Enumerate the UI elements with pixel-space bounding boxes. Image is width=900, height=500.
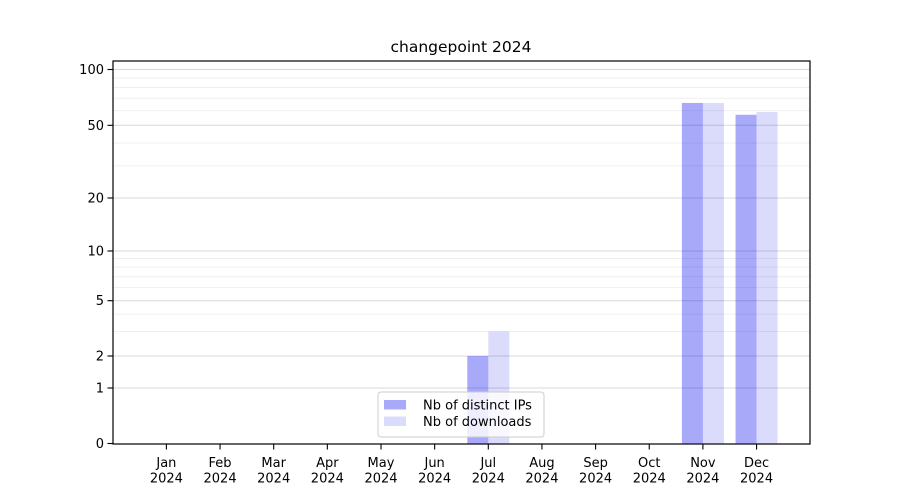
x-tick-label-month: Nov [690,456,716,471]
x-tick-label-month: Feb [209,456,232,471]
x-tick-label-year: 2024 [686,472,719,487]
bar [735,114,757,444]
x-tick-label-year: 2024 [472,472,505,487]
x-tick-label-year: 2024 [579,472,612,487]
x-tick-label-month: Jul [479,456,496,471]
bars-series-1 [488,102,778,444]
x-tick-label-month: Jan [155,456,176,471]
x-tick-label-year: 2024 [633,472,666,487]
plot-border [112,60,811,445]
y-tick-label: 2 [96,350,104,365]
bar [702,102,724,444]
bar [756,111,778,444]
x-tick-label-year: 2024 [364,472,397,487]
bar [681,102,703,444]
legend-box [377,391,545,438]
x-tick-label-year: 2024 [525,472,558,487]
y-tick-label: 50 [87,119,104,134]
x-tick-label-month: Jun [423,456,444,471]
y-tick-label: 100 [79,63,104,78]
x-tick-label-month: Mar [261,456,286,471]
minor-gridlines [113,77,810,333]
y-tick-label: 20 [87,192,104,207]
x-tick-label-month: Oct [638,456,660,471]
y-axis: 0 1 2 5 10 20 50 100 [79,63,113,452]
x-tick-label-month: May [368,456,395,471]
x-tick-label-month: Apr [316,456,339,471]
chart-title: changepoint 2024 [391,38,532,56]
x-axis: Jan2024Feb2024Mar2024Apr2024May2024Jun20… [150,444,773,487]
legend-swatch-1 [384,416,406,426]
legend-swatch-0 [384,400,406,410]
y-tick-label: 0 [96,437,104,452]
x-tick-label-month: Dec [744,456,769,471]
major-gridlines [113,69,810,389]
x-tick-label-year: 2024 [418,472,451,487]
x-tick-label-year: 2024 [150,472,183,487]
x-tick-label-year: 2024 [311,472,344,487]
y-tick-label: 10 [87,245,104,260]
x-tick-label-year: 2024 [204,472,237,487]
y-tick-label: 1 [96,382,104,397]
x-tick-label-month: Sep [583,456,608,471]
legend-label-0: Nb of distinct IPs [423,399,532,414]
x-tick-label-year: 2024 [740,472,773,487]
x-tick-label-year: 2024 [257,472,290,487]
legend-label-1: Nb of downloads [423,415,532,430]
y-tick-label: 5 [96,294,104,309]
x-tick-label-month: Aug [529,456,554,471]
